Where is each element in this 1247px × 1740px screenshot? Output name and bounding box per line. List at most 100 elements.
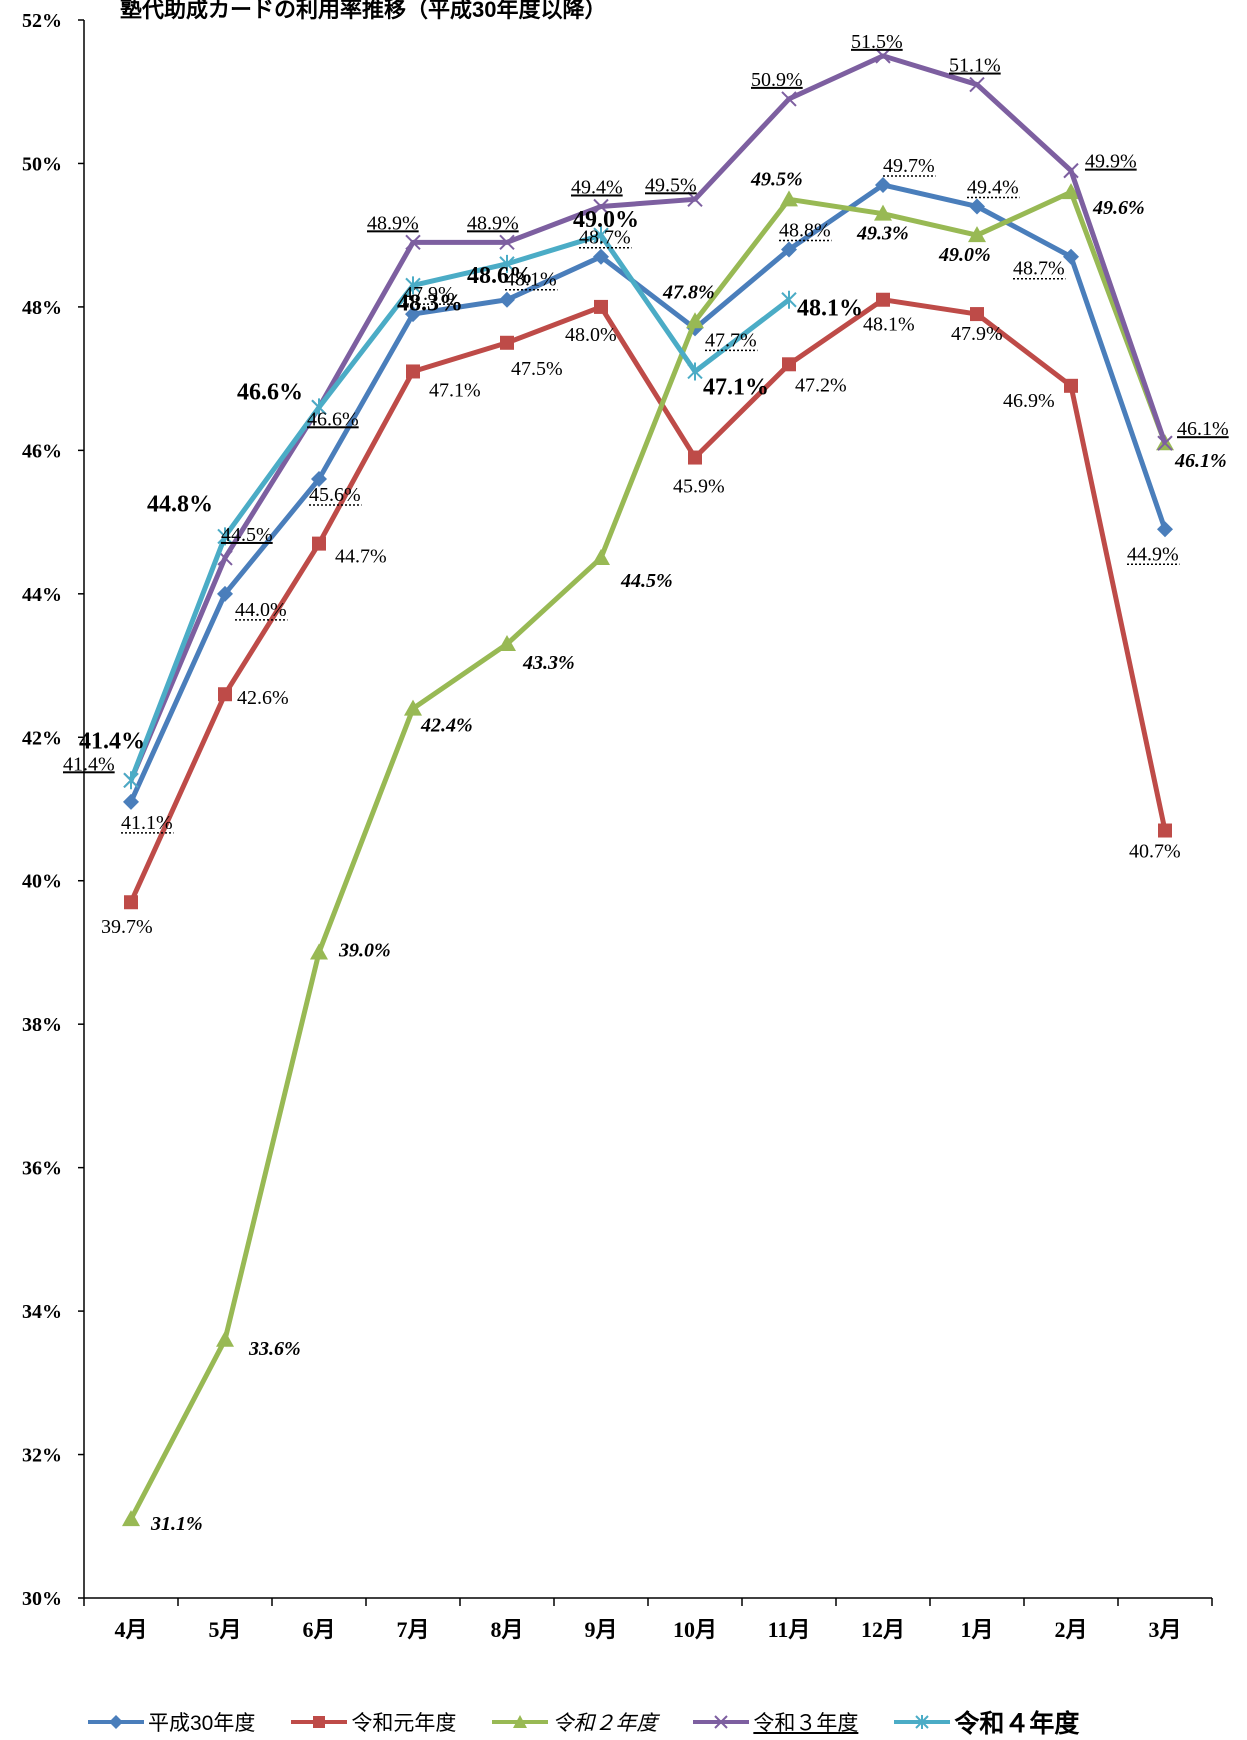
series-r2-marker	[780, 190, 798, 207]
series-r4-data-label: 44.8%	[147, 491, 213, 517]
series-r4-marker	[687, 362, 703, 381]
series-r3-data-label: 46.1%	[1177, 418, 1229, 440]
x-tick-label: 8月	[490, 1617, 523, 1642]
chart-title: 塾代助成カードの利用率推移（平成30年度以降）	[120, 0, 607, 22]
series-r3-data-label: 48.9%	[467, 212, 519, 234]
series-r4-line	[128, 232, 791, 782]
x-tick-label: 4月	[114, 1617, 147, 1642]
series-r3-data-label: 41.4%	[63, 753, 115, 775]
series-h30-data-label: 47.7%	[705, 329, 757, 351]
series-r1-marker	[876, 292, 890, 307]
series-r3-marker	[781, 91, 797, 107]
x-tick-label: 11月	[768, 1617, 811, 1642]
series-r2-data-label: 49.3%	[856, 223, 909, 245]
series-r1-data-label: 42.6%	[237, 687, 289, 709]
series-r1-data-label: 46.9%	[1003, 390, 1055, 412]
series-r2-data-label: 42.4%	[420, 715, 473, 737]
series-r3-marker	[405, 234, 421, 251]
legend-label-r2: 令和２年度	[552, 1712, 658, 1735]
series-h30-marker	[499, 291, 515, 308]
series-r4-marker	[499, 254, 515, 273]
series-h30-marker	[217, 585, 233, 602]
series-r1-line	[128, 297, 1168, 904]
series-r2-marker	[404, 699, 422, 716]
series-r2-line	[128, 189, 1168, 1521]
legend-diamond-marker	[88, 1715, 144, 1729]
series-h30-marker	[405, 306, 421, 323]
series-r4-data-label: 48.3%	[397, 290, 463, 316]
series-r2-marker	[874, 204, 892, 221]
legend-label-h30: 平成30年度	[148, 1712, 256, 1735]
legend-label-r3: 令和３年度	[753, 1712, 859, 1735]
series-r1-marker	[782, 357, 796, 372]
series-r4-data-label: 41.4%	[79, 728, 145, 754]
y-tick-label: 44%	[22, 584, 62, 606]
series-r2-data-label: 47.8%	[662, 281, 715, 303]
y-tick-label: 50%	[22, 153, 62, 175]
legend-item-h30: 平成30年度	[88, 1707, 255, 1737]
series-r3-data-label: 44.5%	[221, 524, 273, 546]
legend-label-r4: 令和４年度	[954, 1710, 1080, 1738]
series-r2-data-label: 33.6%	[248, 1338, 301, 1360]
series-r4-data-label: 46.6%	[237, 379, 303, 405]
series-r3-marker	[593, 198, 609, 215]
series-h30-data-label: 48.8%	[779, 220, 831, 242]
y-tick-label: 34%	[22, 1301, 62, 1323]
x-tick-label: 3月	[1148, 1617, 1181, 1642]
x-tick-label: 12月	[861, 1617, 905, 1642]
series-r4-data-label: 47.1%	[703, 374, 769, 400]
series-r3-marker	[687, 191, 703, 208]
legend-label-r1: 令和元年度	[351, 1712, 457, 1735]
series-r3-data-label: 49.5%	[645, 174, 697, 196]
series-r1-data-label: 47.2%	[795, 374, 847, 396]
y-tick-label: 52%	[22, 10, 62, 32]
y-tick-label: 32%	[22, 1445, 62, 1467]
legend-x-marker	[693, 1715, 750, 1729]
series-h30-data-label: 44.0%	[235, 599, 287, 621]
legend-square-marker	[291, 1716, 348, 1728]
series-r3-marker	[1063, 162, 1079, 179]
legend: 平成30年度 令和元年度 令和２年度 令和３年度 令和４年度	[88, 1704, 1115, 1740]
legend-star-marker	[894, 1715, 951, 1729]
series-h30-marker	[311, 471, 327, 488]
series-r3-line	[128, 53, 1168, 782]
series-r3-data-label: 50.9%	[751, 69, 803, 91]
x-tick-label: 10月	[673, 1617, 717, 1642]
series-r3-marker	[499, 234, 515, 251]
series-r1-data-label: 40.7%	[1129, 841, 1181, 863]
series-h30-marker	[969, 198, 985, 215]
series-r1-data-label: 47.5%	[511, 358, 563, 380]
x-tick-label: 9月	[584, 1617, 617, 1642]
y-tick-label: 46%	[22, 440, 62, 462]
series-r1-marker	[688, 450, 702, 465]
series-r2-marker	[498, 635, 516, 652]
series-r2-marker	[122, 1510, 140, 1527]
series-h30-data-label: 49.7%	[883, 155, 935, 177]
series-r3-data-label: 46.6%	[307, 408, 359, 430]
series-h30-marker	[875, 176, 891, 193]
series-r4-data-label: 48.1%	[797, 296, 863, 322]
series-r3-data-label: 51.1%	[949, 55, 1001, 77]
series-r3-data-label: 51.5%	[851, 31, 903, 53]
x-tick-label: 7月	[396, 1617, 429, 1642]
series-r1-marker	[406, 364, 420, 379]
series-r2-marker	[1062, 183, 1080, 200]
series-r1-data-label: 47.1%	[429, 379, 481, 401]
series-r1-marker	[594, 299, 608, 314]
x-tick-label: 2月	[1054, 1617, 1087, 1642]
series-r1-marker	[1064, 378, 1078, 393]
series-r3-marker	[969, 76, 985, 93]
series-h30-data-label: 41.1%	[121, 812, 173, 834]
series-r2-marker	[310, 943, 328, 960]
series-r3-data-label: 48.9%	[367, 212, 419, 234]
series-h30-marker	[1063, 248, 1079, 265]
y-tick-label: 38%	[22, 1014, 62, 1036]
legend-triangle-marker	[492, 1715, 549, 1728]
series-r4-marker	[405, 276, 421, 295]
series-r4-marker	[217, 527, 233, 546]
series-r4-data-label: 48.6%	[467, 263, 533, 289]
series-h30-data-label: 44.9%	[1127, 543, 1179, 565]
series-r4-marker	[593, 226, 609, 245]
series-r1-marker	[500, 335, 514, 350]
